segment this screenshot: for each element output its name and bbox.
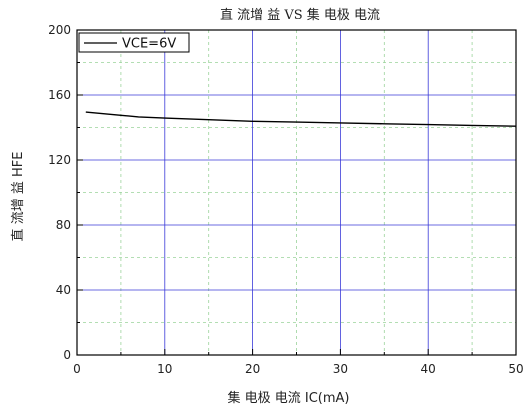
y-tick-label: 0 xyxy=(63,348,71,362)
x-axis-label: 集 电极 电流 IC(mA) xyxy=(227,390,349,406)
x-tick-label: 50 xyxy=(508,362,523,376)
x-tick-label: 0 xyxy=(73,362,81,376)
chart-title: 直 流增 益 VS 集 电极 电流 xyxy=(220,7,380,23)
y-tick-label: 160 xyxy=(48,88,71,102)
y-tick-label: 200 xyxy=(48,23,71,37)
y-axis-label: 直 流增 益 HFE xyxy=(11,152,26,242)
minor-grid xyxy=(77,30,516,355)
x-tick-label: 20 xyxy=(245,362,260,376)
major-grid xyxy=(77,30,516,355)
axis-ticks xyxy=(76,29,517,356)
x-tick-label: 40 xyxy=(421,362,436,376)
series-layer xyxy=(85,111,517,127)
y-tick-label: 120 xyxy=(48,153,71,167)
y-tick-labels: 0 40 80 120 160 200 xyxy=(48,23,71,362)
y-tick-label: 80 xyxy=(56,218,71,232)
legend-box xyxy=(78,32,190,53)
x-tick-label: 10 xyxy=(157,362,172,376)
legend: VCE=6V xyxy=(78,32,190,53)
legend-label: VCE=6V xyxy=(122,37,176,52)
y-tick-label: 40 xyxy=(56,283,71,297)
x-tick-label: 30 xyxy=(333,362,348,376)
series-line-0 xyxy=(85,111,517,127)
x-tick-labels: 0 10 20 30 40 50 xyxy=(73,362,523,376)
